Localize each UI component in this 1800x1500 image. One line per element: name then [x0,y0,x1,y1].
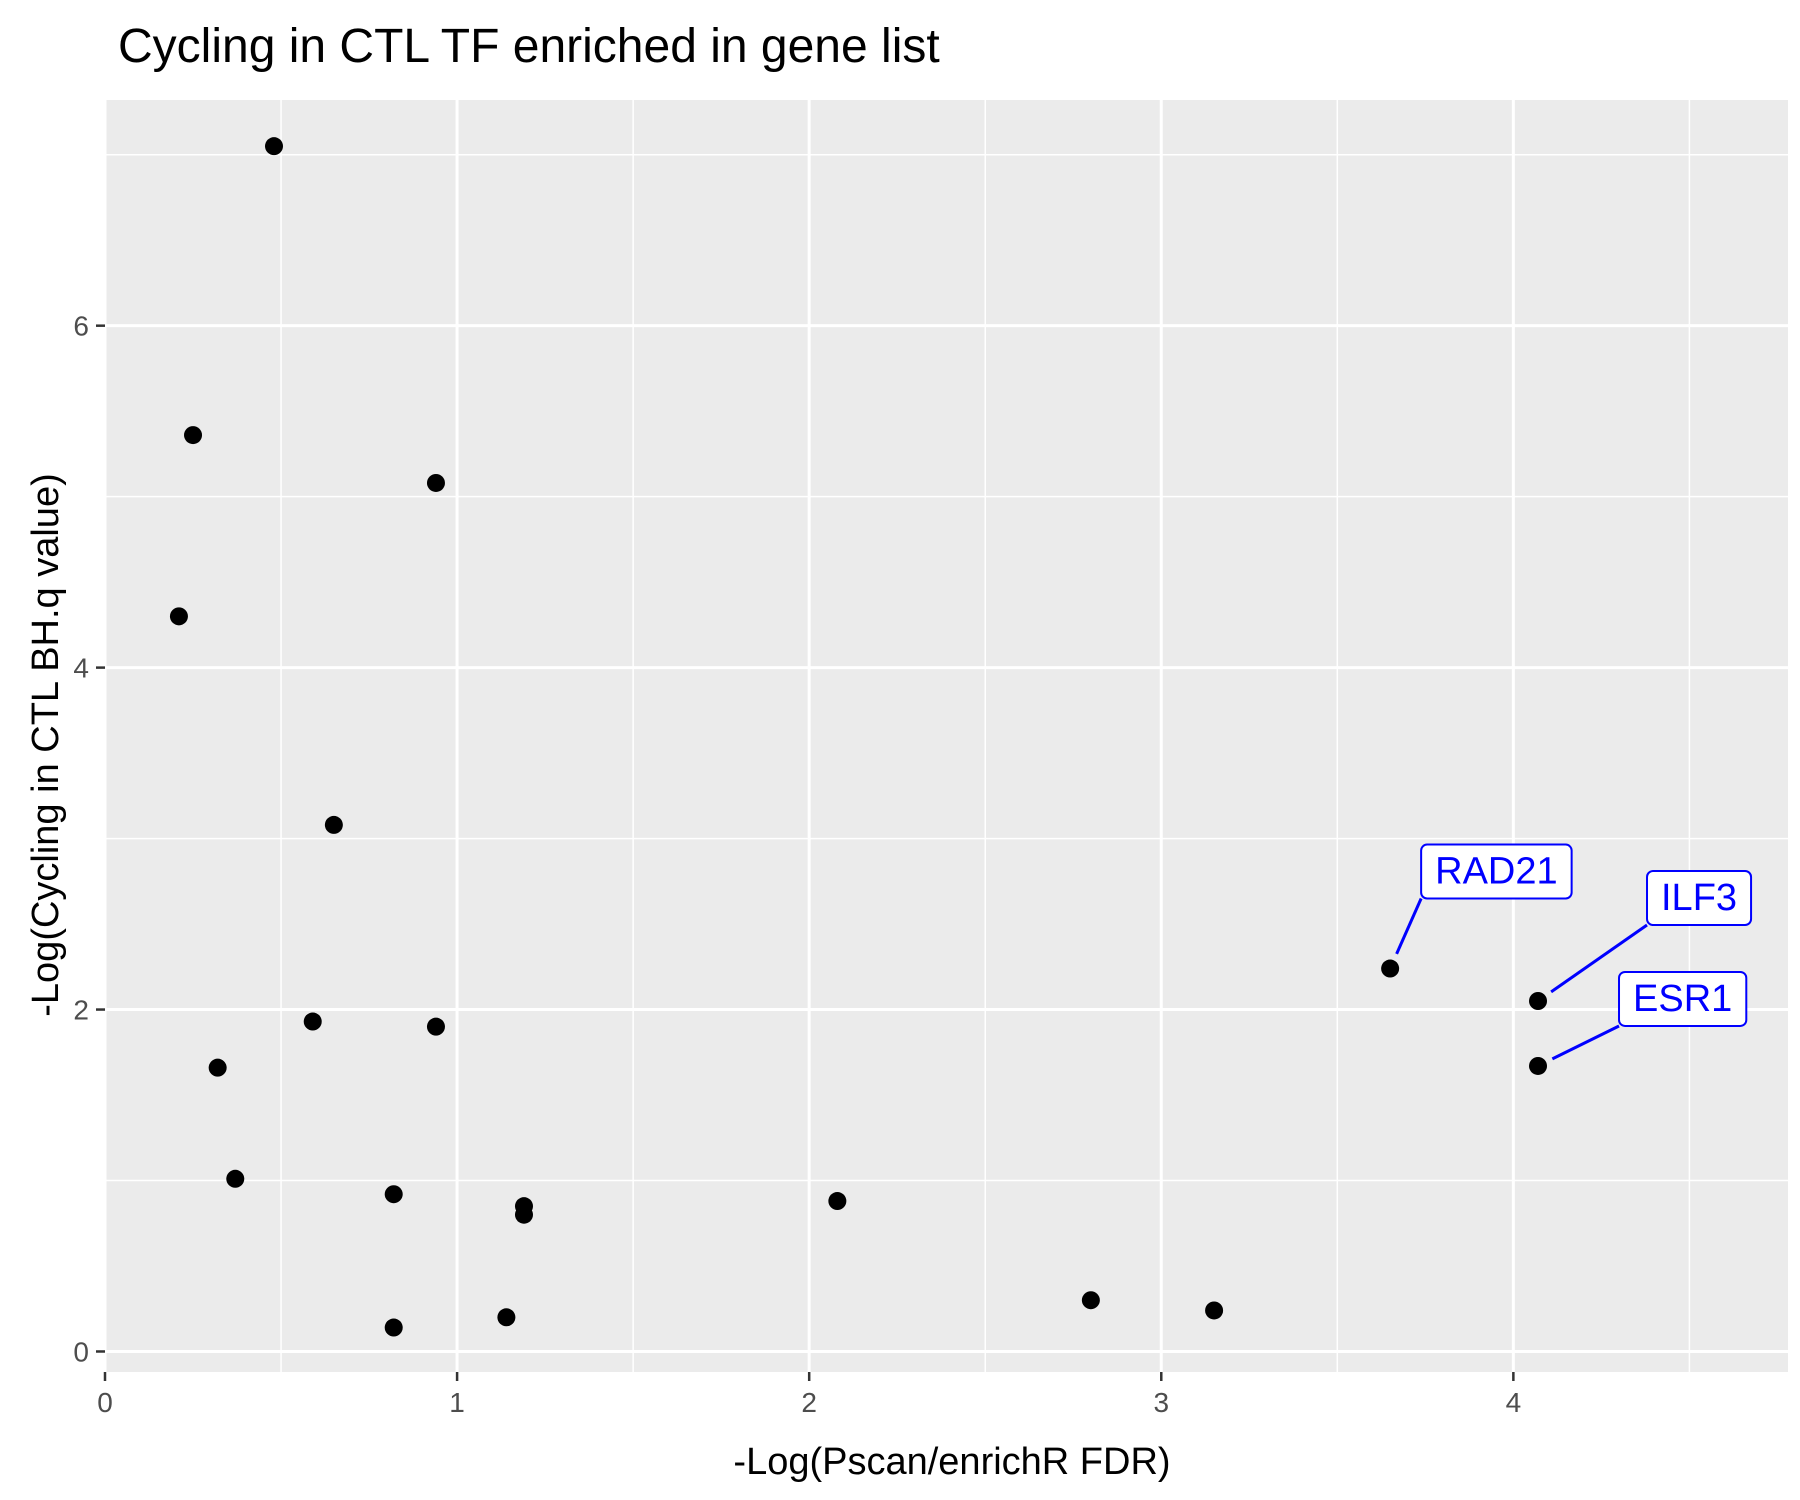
annotation-box [1646,870,1753,926]
data-point [169,607,188,626]
annotation-text: ESR1 [1633,978,1732,1020]
data-point [1529,992,1548,1010]
data-point [1529,1056,1548,1075]
data-point [828,1192,847,1211]
annotation-label-ilf3: ILF3 [1550,870,1753,994]
annotation-box [1420,843,1573,900]
data-point [1081,1291,1100,1310]
y-axis-title: -Log(Cycling in CTL BH.q value) [25,473,67,1016]
plot-panel [105,100,1788,1372]
data-point [208,1058,227,1077]
data-point [514,1205,533,1224]
x-tick-label: 4 [1506,1387,1522,1418]
minor-grid [105,100,1788,1372]
data-point [497,1308,516,1327]
point-annotations: RAD21 ILF3 ESR1 [1395,843,1753,1061]
annotation-label-esr1: ESR1 [1551,970,1748,1061]
annotation-text: ILF3 [1661,877,1737,919]
chart-title: Cycling in CTL TF enriched in gene list [118,20,940,73]
data-point [384,1318,403,1337]
data-point [265,137,284,156]
y-tick-label: 2 [73,995,89,1026]
data-point [426,473,445,492]
x-tick-label: 0 [97,1387,113,1418]
annotation-text: RAD21 [1435,851,1558,893]
annotation-connector [1551,1024,1620,1061]
data-point [226,1169,245,1188]
annotation-connector [1395,897,1423,955]
y-tick-label: 0 [73,1336,89,1367]
x-axis: 0 1 2 3 4 [97,1372,1521,1418]
data-point [303,1012,322,1031]
data-points [169,137,1548,1337]
x-tick-label: 2 [801,1387,817,1418]
y-tick-label: 4 [73,653,89,684]
x-tick-label: 1 [449,1387,465,1418]
x-axis-title: -Log(Pscan/enrichR FDR) [733,1441,1170,1483]
data-point [1205,1301,1224,1320]
major-grid [103,100,1788,1372]
data-point [184,426,203,445]
x-tick-label: 3 [1153,1387,1169,1418]
data-point [384,1185,403,1204]
y-axis: 0 2 4 6 [73,311,105,1367]
y-tick-label: 6 [73,311,89,342]
annotation-label-rad21: RAD21 [1395,843,1573,955]
annotation-box [1618,970,1748,1027]
annotation-connector [1550,923,1648,994]
data-point [1381,959,1400,978]
data-point [426,1017,445,1036]
data-point [324,815,343,834]
